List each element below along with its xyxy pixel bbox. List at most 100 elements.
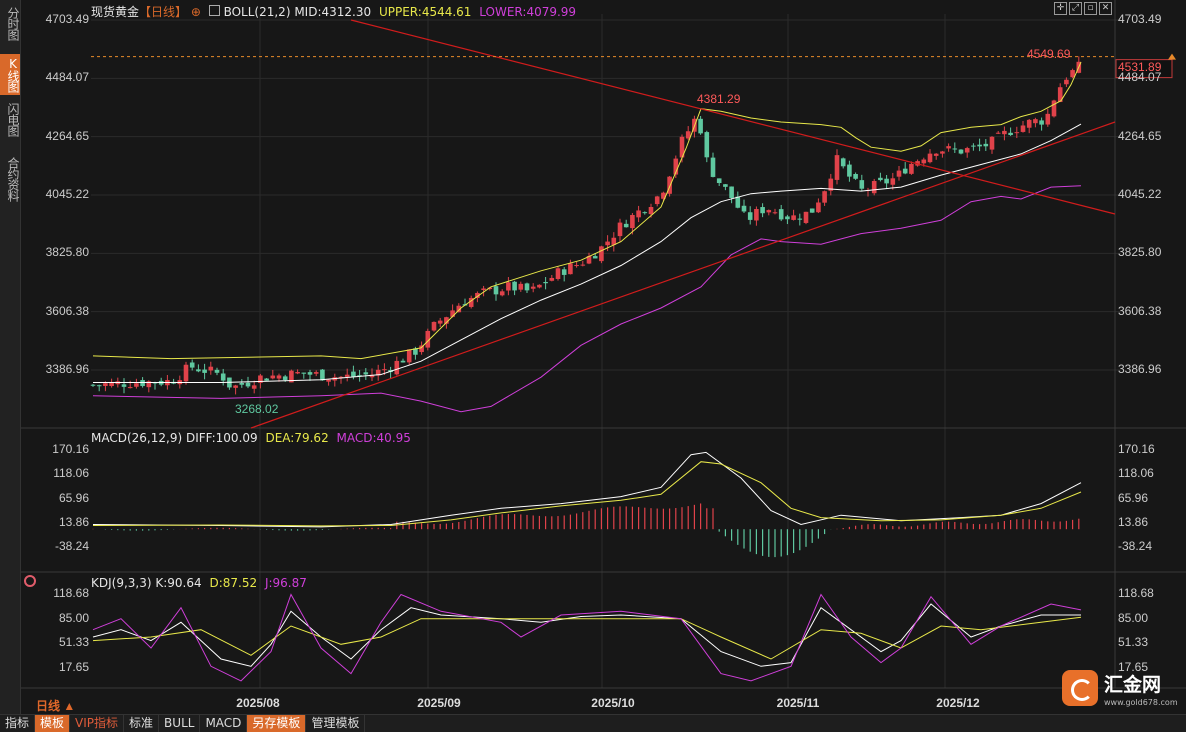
candle-body-20 <box>214 369 220 373</box>
candle-body-157 <box>1064 79 1069 85</box>
candle-body-57 <box>444 317 449 324</box>
kdj-axis-right-3: 17.65 <box>1118 660 1149 674</box>
candle-body-55 <box>431 321 437 331</box>
x-axis-label-2: 2025/10 <box>591 696 635 710</box>
kdj-axis-right-0: 118.68 <box>1118 586 1154 600</box>
macd-axis-right-2: 65.96 <box>1118 490 1149 505</box>
candle-body-6 <box>127 387 133 389</box>
bottom-tab-0[interactable]: 指标 <box>0 715 36 732</box>
boll-indicator-icon[interactable] <box>208 5 220 16</box>
price-axis-right-3: 4045.22 <box>1118 187 1162 201</box>
candle-body-126 <box>871 181 877 194</box>
price-axis-left-1: 4484.07 <box>45 70 89 85</box>
macd-label: MACD(26,12,9) <box>91 431 183 445</box>
candle-body-18 <box>202 369 207 373</box>
candle-body-153 <box>1039 120 1044 125</box>
bottom-tab-6[interactable]: 另存模板 <box>247 715 307 732</box>
current-price-box <box>1115 59 1173 79</box>
kdj-settings-icon[interactable] <box>24 575 36 587</box>
boll-upper: UPPER:4544.61 <box>378 5 472 19</box>
crosshair-icon[interactable]: ✛ <box>1054 2 1067 15</box>
x-axis-label-3: 2025/11 <box>776 696 820 710</box>
candle-body-24 <box>239 382 245 385</box>
x-axis-label-1: 2025/09 <box>417 696 461 710</box>
candle-body-8 <box>140 380 145 387</box>
sidebar-item-2[interactable]: 闪电图 <box>6 103 20 136</box>
candle-body-123 <box>853 174 858 179</box>
bottom-tab-2[interactable]: VIP指标 <box>70 715 125 732</box>
candle-body-70 <box>524 283 530 291</box>
period-badge[interactable]: 【日线】 <box>139 5 188 19</box>
price-axis-right-4: 3825.80 <box>1118 245 1162 260</box>
candle-body-132 <box>909 163 914 174</box>
candle-body-114 <box>797 218 803 220</box>
candle-body-88 <box>636 210 641 218</box>
add-icon[interactable]: ⊕ <box>190 5 201 19</box>
price-axis-right-2: 4264.65 <box>1118 128 1162 143</box>
candle-body-120 <box>834 155 840 180</box>
candle-body-140 <box>958 149 964 154</box>
candle-body-85 <box>617 222 623 237</box>
kdj-axis-left-3: 17.65 <box>58 660 89 674</box>
candle-body-143 <box>977 144 982 147</box>
bottom-tab-3[interactable]: 标准 <box>124 715 160 732</box>
candle-body-92 <box>661 192 666 199</box>
macd-header: MACD(26,12,9) DIFF:100.09 DEA:79.62 MACD… <box>91 431 411 445</box>
bottom-tab-7[interactable]: 管理模板 <box>306 715 366 732</box>
bottom-tab-5[interactable]: MACD <box>200 715 248 732</box>
bottom-tab-1[interactable]: 模板 <box>35 715 71 732</box>
candle-body-128 <box>884 178 889 184</box>
candle-body-103 <box>729 186 734 198</box>
macd-diff: DIFF:100.09 <box>185 431 258 445</box>
bottom-tab-4[interactable]: BULL <box>159 715 201 732</box>
candle-body-146 <box>995 132 1001 134</box>
candle-body-150 <box>1020 125 1026 132</box>
candle-body-86 <box>623 223 629 228</box>
candle-body-33 <box>295 372 300 374</box>
logo-name: 汇金网 <box>1104 674 1162 696</box>
candle-body-151 <box>1026 119 1032 128</box>
macd-axis-left-2: 65.96 <box>58 490 89 505</box>
boll-upper-line <box>92 61 1082 360</box>
kdj-k-line <box>92 603 1081 667</box>
candle-body-111 <box>778 209 784 220</box>
trendline-support <box>250 121 1116 429</box>
candle-body-87 <box>630 214 635 229</box>
kdj-axis-left-2: 51.33 <box>58 635 89 650</box>
period-selector[interactable]: 日线 ▲ <box>36 699 76 713</box>
candle-body-9 <box>146 381 152 388</box>
candle-body-129 <box>890 178 896 185</box>
candle-body-81 <box>592 256 598 259</box>
x-axis-label-4: 2025/12 <box>936 696 980 710</box>
sidebar-item-1[interactable]: K线图 <box>0 54 20 95</box>
candle-body-19 <box>208 366 214 371</box>
boll-mid-line <box>93 123 1082 383</box>
candle-body-25 <box>245 382 251 387</box>
candle-body-15 <box>183 364 189 382</box>
logo-url: www.gold678.com <box>1104 698 1178 707</box>
sidebar-item-0[interactable]: 分时图 <box>6 7 20 40</box>
candle-body-100 <box>710 157 716 177</box>
candle-body-110 <box>772 212 778 214</box>
price-axis-left-0: 4703.49 <box>45 12 89 26</box>
close-icon[interactable]: ✕ <box>1099 2 1112 15</box>
price-axis-left-6: 3386.96 <box>45 362 89 376</box>
sidebar-item-3[interactable]: 合约资料 <box>6 157 20 201</box>
candle-body-121 <box>840 158 846 167</box>
period-selector-label: 日线 <box>36 699 61 713</box>
candle-body-136 <box>933 153 939 156</box>
fullscreen-icon[interactable]: ⤢ <box>1069 2 1082 15</box>
candle-body-53 <box>419 345 424 353</box>
candle-body-137 <box>940 151 945 154</box>
chart-area[interactable]: 现货黄金【日线】 ⊕ BOLL(21,2) MID:4312.30 UPPER:… <box>21 0 1186 716</box>
kdj-header: KDJ(9,3,3) K:90.64 D:87.52 J:96.87 <box>91 576 307 590</box>
candle-body-115 <box>803 211 809 223</box>
price-axis-left-3: 4045.22 <box>45 187 89 201</box>
macd-axis-left-0: 170.16 <box>52 442 89 456</box>
candle-body-34 <box>301 372 307 374</box>
current-price-label: 4531.89 <box>1118 59 1162 74</box>
candle-body-122 <box>847 164 852 177</box>
candle-body-113 <box>791 215 796 220</box>
restore-icon[interactable]: ▫ <box>1084 2 1097 15</box>
candle-body-32 <box>289 370 294 383</box>
